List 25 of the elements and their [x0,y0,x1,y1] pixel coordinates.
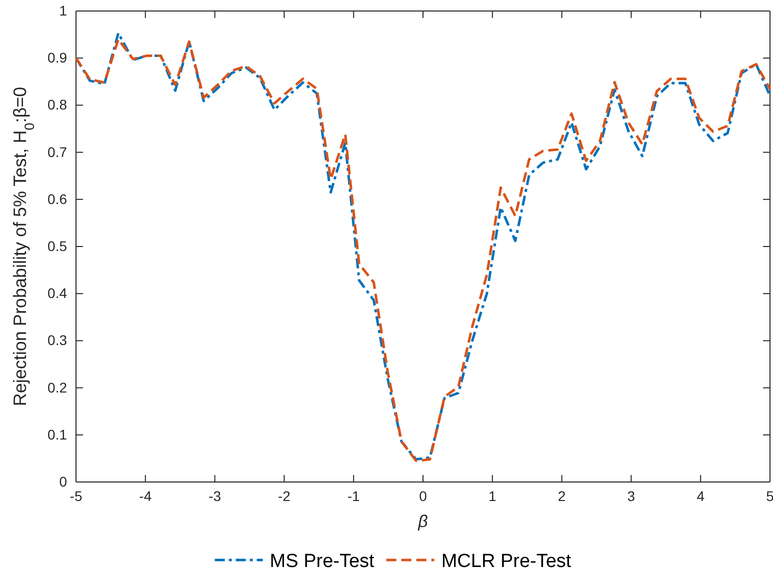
y-tick-label: 0.4 [48,285,68,302]
y-tick-label: 0.3 [48,332,68,348]
x-tick-label: 3 [627,488,636,504]
x-tick-label: -1 [347,488,360,504]
x-tick-label: 5 [766,488,773,504]
x-tick-label: 1 [488,488,496,504]
y-tick-label: 0.7 [48,144,68,160]
y-tick-label: 0.5 [48,238,68,254]
legend-label: MCLR Pre-Test [441,551,572,572]
y-tick-label: 1 [59,2,68,18]
x-tick-label: 4 [696,488,705,504]
y-tick-label: 0.9 [48,50,68,66]
x-tick-label: 0 [419,488,428,504]
x-tick-label: -2 [278,488,291,504]
x-tick-label: -5 [70,488,82,504]
y-tick-label: 0.8 [48,96,68,113]
x-axis-title: β [417,512,428,531]
y-tick-label: 0.1 [48,426,68,442]
legend-label: MS Pre-Test [270,551,376,572]
x-tick-label: -4 [139,488,152,504]
y-tick-label: 0 [59,473,68,490]
x-tick-label: -3 [208,488,222,504]
y-tick-label: 0.2 [48,379,68,396]
y-tick-label: 0.6 [48,190,68,207]
x-tick-label: 2 [558,488,566,504]
